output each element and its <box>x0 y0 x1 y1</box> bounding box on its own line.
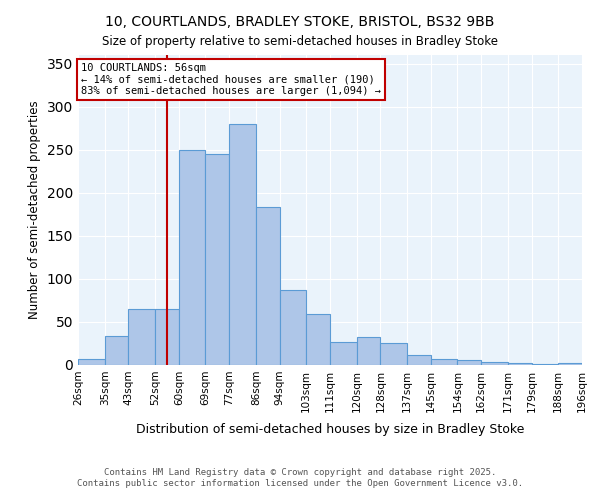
Bar <box>330 342 356 365</box>
Bar <box>380 342 407 365</box>
Bar <box>256 208 280 365</box>
Bar <box>205 154 229 365</box>
Bar <box>229 124 256 365</box>
Bar <box>481 362 508 365</box>
Bar <box>407 354 431 365</box>
Bar <box>179 150 205 365</box>
Text: Contains HM Land Registry data © Crown copyright and database right 2025.
Contai: Contains HM Land Registry data © Crown c… <box>77 468 523 487</box>
Bar <box>155 309 179 365</box>
Bar <box>431 359 457 365</box>
Text: 10, COURTLANDS, BRADLEY STOKE, BRISTOL, BS32 9BB: 10, COURTLANDS, BRADLEY STOKE, BRISTOL, … <box>106 15 494 29</box>
Bar <box>306 314 330 365</box>
Y-axis label: Number of semi-detached properties: Number of semi-detached properties <box>28 100 41 320</box>
Bar <box>558 364 582 365</box>
Text: Size of property relative to semi-detached houses in Bradley Stoke: Size of property relative to semi-detach… <box>102 35 498 48</box>
Bar <box>457 360 481 365</box>
Bar <box>356 338 380 365</box>
Text: 10 COURTLANDS: 56sqm
← 14% of semi-detached houses are smaller (190)
83% of semi: 10 COURTLANDS: 56sqm ← 14% of semi-detac… <box>81 62 381 96</box>
X-axis label: Distribution of semi-detached houses by size in Bradley Stoke: Distribution of semi-detached houses by … <box>136 423 524 436</box>
Bar <box>128 309 155 365</box>
Bar <box>280 290 306 365</box>
Bar <box>78 359 104 365</box>
Bar <box>532 364 558 365</box>
Bar <box>508 364 532 365</box>
Bar <box>104 336 128 365</box>
